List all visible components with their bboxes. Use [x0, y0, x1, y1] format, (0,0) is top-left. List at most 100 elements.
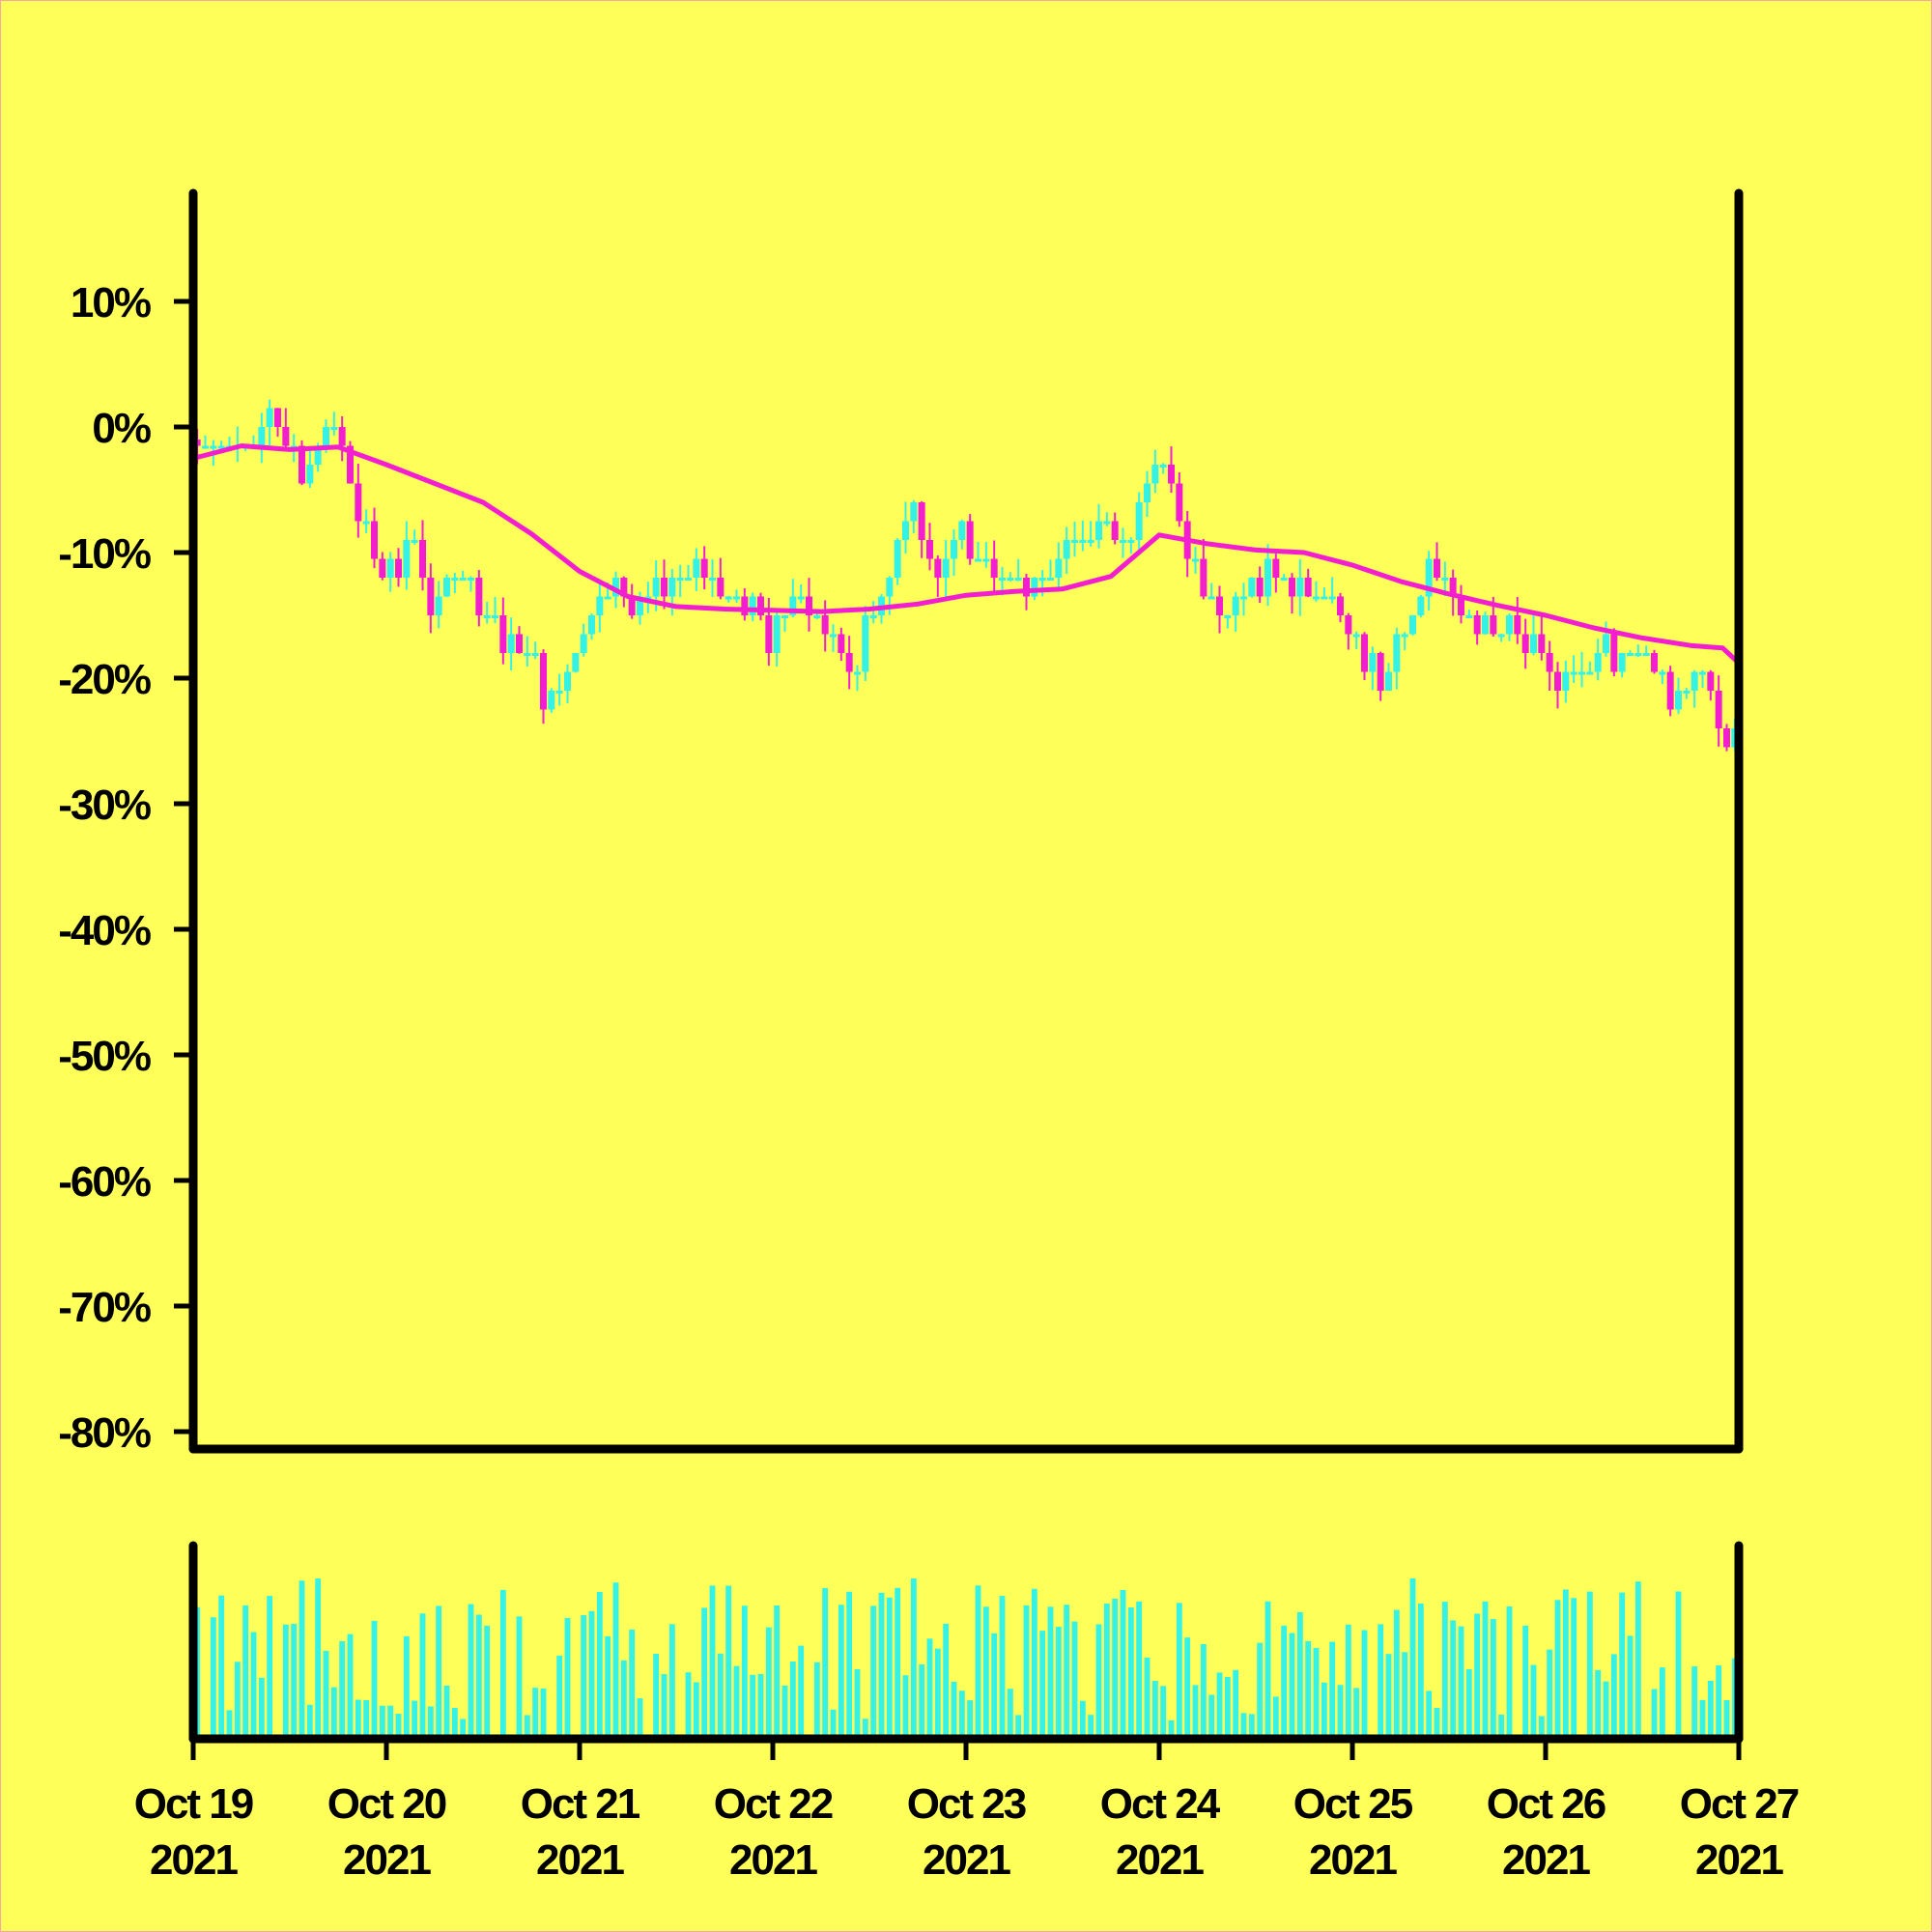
- volume-bar: [1144, 1657, 1151, 1739]
- volume-bar: [943, 1623, 950, 1739]
- volume-bar: [798, 1645, 805, 1739]
- volume-bar: [886, 1597, 893, 1739]
- candle-body: [910, 502, 918, 522]
- volume-bar: [1208, 1694, 1215, 1739]
- x-tick-label-year: 2021: [343, 1836, 431, 1884]
- volume-bar: [234, 1662, 241, 1739]
- x-tick-label-date: Oct 23: [907, 1780, 1026, 1828]
- volume-bar: [1675, 1591, 1682, 1739]
- candle-body: [1594, 653, 1602, 672]
- volume-bar: [1699, 1699, 1706, 1739]
- volume-bar: [1095, 1624, 1102, 1739]
- y-axis-ticks: 10% 0% -10% -20% -30% -40% -50% -60% -70% -80%: [58, 279, 193, 1457]
- volume-bar: [1716, 1665, 1722, 1739]
- volume-bar: [556, 1655, 563, 1739]
- candle-body: [1578, 671, 1585, 675]
- volume-bar: [226, 1710, 233, 1739]
- candle-body: [1570, 671, 1577, 675]
- volume-bar: [436, 1605, 442, 1739]
- candle-body: [1699, 671, 1706, 675]
- candle-body: [1192, 558, 1199, 562]
- volume-bar: [516, 1616, 523, 1739]
- candle-body: [483, 615, 491, 618]
- volume-bar: [484, 1625, 491, 1739]
- volume-bar: [1079, 1700, 1086, 1739]
- candle-body: [693, 558, 700, 578]
- volume-bar: [1007, 1689, 1013, 1739]
- volume-bar: [1417, 1603, 1424, 1739]
- volume-bar: [532, 1688, 539, 1739]
- candle-body: [830, 634, 837, 638]
- candle-body: [362, 521, 370, 525]
- candle-body: [1473, 615, 1481, 635]
- candle-body: [1723, 728, 1730, 748]
- volume-bar: [1240, 1713, 1247, 1739]
- candle-body: [435, 596, 442, 615]
- candle-body: [1401, 634, 1408, 638]
- candle-body: [1345, 615, 1352, 635]
- price-axes: [188, 188, 1744, 1454]
- volume-bar: [1409, 1577, 1416, 1739]
- volume-bar: [999, 1596, 1006, 1739]
- candle-body: [749, 596, 756, 615]
- candle-body: [1707, 671, 1715, 691]
- volume-bar: [419, 1613, 426, 1739]
- candle-body: [869, 615, 877, 618]
- volume-bar: [1184, 1637, 1191, 1739]
- candle-body: [572, 653, 580, 672]
- candle-body: [258, 427, 266, 446]
- volume-bar: [1474, 1613, 1481, 1739]
- candle-body: [990, 558, 998, 578]
- y-tick-label: -70%: [58, 1284, 151, 1331]
- volume-bar: [1136, 1601, 1143, 1739]
- volume-bar: [926, 1638, 933, 1739]
- volume-bar: [1562, 1589, 1569, 1739]
- candle-body: [1627, 653, 1634, 656]
- candle-body: [386, 558, 394, 578]
- volume-bar: [1281, 1625, 1288, 1739]
- volume-bar: [1571, 1598, 1577, 1739]
- candle-body: [555, 691, 563, 694]
- candle-body: [685, 578, 692, 581]
- candle-body: [982, 558, 990, 562]
- volume-bar: [1257, 1642, 1264, 1739]
- candle-body: [1328, 596, 1336, 600]
- candle-body: [1642, 653, 1650, 656]
- volume-bar: [1458, 1626, 1464, 1739]
- volume-bar: [1450, 1620, 1457, 1739]
- y-tick-label: -80%: [58, 1409, 151, 1457]
- candle-body: [210, 445, 217, 449]
- candle-body: [1458, 596, 1464, 615]
- candle-body: [652, 578, 660, 597]
- x-tick-label-year: 2021: [1309, 1836, 1397, 1884]
- volume-bar: [653, 1654, 660, 1739]
- candle-body: [282, 427, 290, 446]
- x-tick-label-year: 2021: [923, 1836, 1010, 1884]
- volume-bar: [1586, 1591, 1593, 1739]
- candle-body: [1352, 634, 1360, 638]
- volume-bar: [1337, 1685, 1344, 1739]
- candle-body: [1683, 691, 1690, 694]
- candle-body: [298, 445, 305, 484]
- candle-body: [1603, 634, 1609, 653]
- volume-bar: [258, 1677, 265, 1739]
- volume-bar: [733, 1665, 740, 1739]
- candle-body: [604, 596, 611, 600]
- volume-bar: [210, 1617, 216, 1739]
- candle-body: [1168, 465, 1175, 484]
- candle-body: [1441, 578, 1449, 581]
- candle-body: [1715, 691, 1722, 728]
- volume-bar: [1120, 1589, 1126, 1739]
- volume-bar: [846, 1591, 853, 1739]
- volume-bar: [499, 1589, 506, 1739]
- volume-bar: [267, 1596, 273, 1739]
- volume-bar: [870, 1605, 877, 1739]
- candle-body: [403, 540, 411, 578]
- volume-bar: [685, 1672, 692, 1739]
- volume-bar: [1071, 1621, 1078, 1739]
- volume-bar: [588, 1610, 595, 1739]
- volume-bar: [1659, 1667, 1665, 1739]
- candle-body: [1530, 634, 1537, 653]
- y-tick-label: -50%: [58, 1033, 151, 1080]
- volume-bar: [1345, 1624, 1351, 1739]
